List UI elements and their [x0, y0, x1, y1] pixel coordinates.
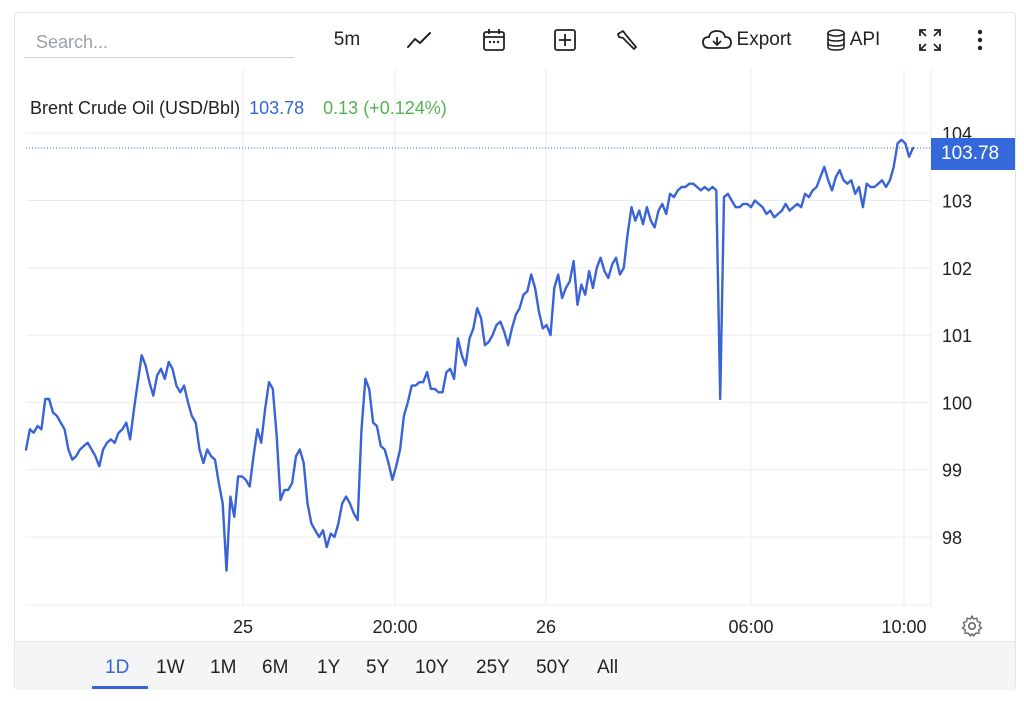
range-button-25y[interactable]: 25Y — [476, 657, 510, 678]
cloud-download-icon — [701, 30, 732, 49]
interval-button[interactable]: 5m — [328, 24, 366, 56]
database-icon — [826, 29, 845, 51]
legend-price: 103.78 — [249, 98, 305, 118]
fullscreen-icon — [919, 29, 941, 51]
add-indicator-button[interactable] — [550, 24, 580, 56]
y-tick-label: 103 — [942, 192, 972, 212]
more-vertical-icon — [977, 29, 983, 51]
date-range-button[interactable] — [478, 24, 510, 56]
y-tick-label: 100 — [942, 393, 972, 413]
legend-change: 0.13 (+0.124%) — [323, 98, 447, 118]
range-button-5y[interactable]: 5Y — [366, 657, 390, 678]
last-price-tag: 103.78 — [931, 138, 1015, 170]
legend-series-name: Brent Crude Oil (USD/Bbl) — [30, 98, 241, 118]
range-button-1d[interactable]: 1D — [105, 657, 130, 678]
chart-settings-gear-icon[interactable] — [960, 614, 984, 638]
range-button-6m[interactable]: 6M — [262, 657, 289, 678]
range-button-1y[interactable]: 1Y — [317, 657, 341, 678]
settings-tools-button[interactable] — [612, 24, 642, 56]
y-tick-label: 98 — [942, 528, 962, 548]
x-tick-label: 26 — [536, 617, 556, 637]
range-button-10y[interactable]: 10Y — [415, 657, 449, 678]
y-tick-label: 101 — [942, 326, 972, 346]
range-button-all[interactable]: All — [597, 657, 619, 678]
api-label: API — [849, 29, 881, 50]
x-tick-label: 10:00 — [881, 617, 926, 637]
search-input[interactable] — [24, 28, 294, 58]
line-chart-icon — [407, 32, 431, 48]
wrench-icon — [617, 30, 637, 50]
api-button[interactable]: API — [822, 24, 884, 56]
plus-box-icon — [554, 29, 576, 51]
export-label: Export — [736, 29, 792, 50]
x-tick-label: 06:00 — [728, 617, 773, 637]
range-button-1m[interactable]: 1M — [210, 657, 237, 678]
fullscreen-button[interactable] — [914, 24, 946, 56]
range-button-1w[interactable]: 1W — [156, 657, 185, 678]
calendar-icon — [483, 29, 505, 51]
x-tick-label: 25 — [233, 617, 253, 637]
interval-label: 5m — [333, 29, 361, 50]
range-selector-bar — [15, 641, 1015, 690]
series-line — [24, 138, 915, 572]
x-tick-label: 20:00 — [372, 617, 417, 637]
chart-type-button[interactable] — [402, 24, 436, 56]
y-tick-label: 102 — [942, 259, 972, 279]
export-button[interactable]: Export — [696, 24, 796, 56]
chart-legend: Brent Crude Oil (USD/Bbl) 103.78 0.13 (+… — [30, 98, 447, 119]
more-menu-button[interactable] — [966, 24, 994, 56]
active-range-indicator — [92, 686, 148, 689]
y-tick-label: 99 — [942, 461, 962, 481]
chart-widget — [14, 12, 1016, 690]
range-button-50y[interactable]: 50Y — [536, 657, 570, 678]
